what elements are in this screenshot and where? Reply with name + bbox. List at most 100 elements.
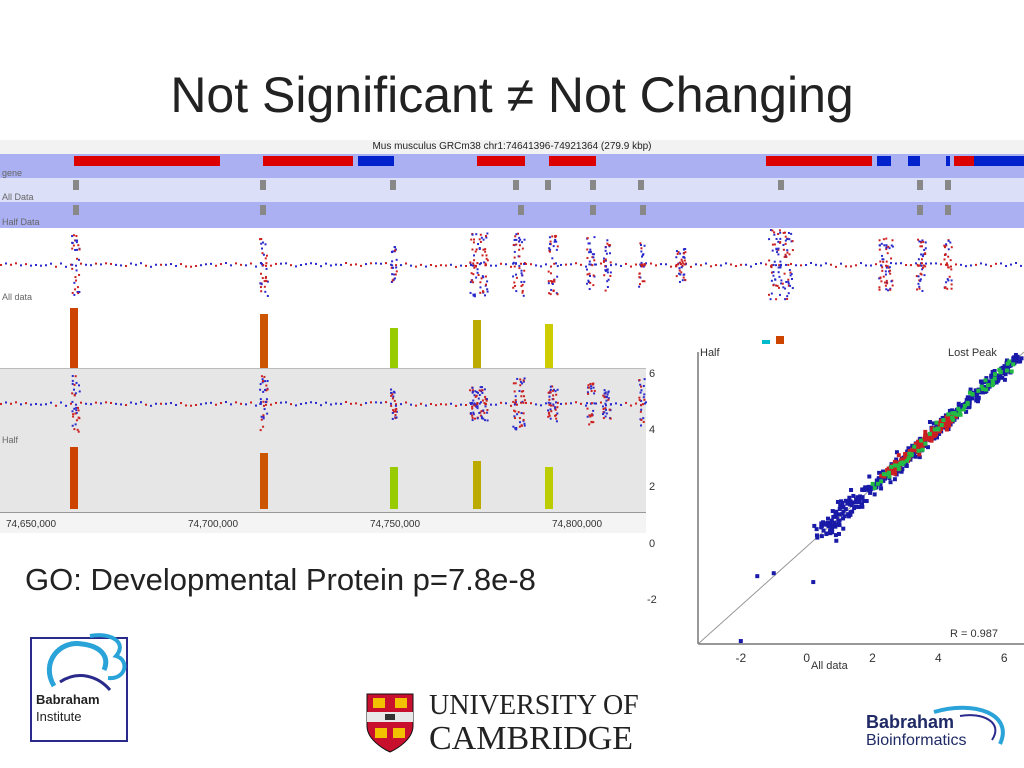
gene-block[interactable] xyxy=(549,156,596,166)
peak-marker[interactable] xyxy=(73,205,79,215)
read-mark xyxy=(476,271,479,274)
gene-track[interactable]: gene xyxy=(0,154,1024,178)
read-mark xyxy=(550,410,553,413)
half-data-track[interactable]: Half Data xyxy=(0,202,1024,228)
read-mark xyxy=(391,279,394,282)
read-mark xyxy=(880,242,883,245)
read-mark xyxy=(481,275,484,278)
peak-marker[interactable] xyxy=(590,205,596,215)
read-mark xyxy=(250,262,252,265)
read-mark xyxy=(80,262,82,265)
peak-marker[interactable] xyxy=(917,205,923,215)
read-mark xyxy=(786,238,789,241)
read-mark xyxy=(772,263,775,266)
peak-marker[interactable] xyxy=(260,180,266,190)
read-mark xyxy=(518,421,521,424)
read-mark xyxy=(390,402,392,405)
read-mark xyxy=(521,291,524,294)
scatter-point xyxy=(950,411,955,416)
read-mark xyxy=(590,421,593,424)
scatter-point xyxy=(833,533,838,538)
gene-block[interactable] xyxy=(263,156,353,166)
read-mark xyxy=(262,400,265,403)
read-mark xyxy=(586,415,589,418)
read-mark xyxy=(480,417,483,420)
peak-marker[interactable] xyxy=(945,205,951,215)
read-mark xyxy=(887,266,890,269)
read-mark xyxy=(655,264,657,267)
read-mark xyxy=(590,390,593,393)
read-mark xyxy=(72,234,75,237)
read-mark xyxy=(71,400,74,403)
peak-marker[interactable] xyxy=(640,205,646,215)
read-mark xyxy=(512,400,515,403)
read-mark xyxy=(888,247,891,250)
read-mark xyxy=(76,257,79,260)
read-mark xyxy=(884,284,887,287)
read-mark xyxy=(777,266,780,269)
read-mark xyxy=(675,256,678,259)
all-data-track[interactable]: All Data xyxy=(0,178,1024,202)
read-mark xyxy=(125,404,127,407)
gene-block[interactable] xyxy=(74,156,220,166)
read-mark xyxy=(548,247,551,250)
peak-marker[interactable] xyxy=(917,180,923,190)
peak-marker[interactable] xyxy=(945,180,951,190)
scatter-point xyxy=(937,431,942,436)
peak-marker[interactable] xyxy=(390,180,396,190)
read-mark xyxy=(265,254,268,257)
read-mark xyxy=(918,240,921,243)
read-mark xyxy=(606,271,609,274)
read-mark xyxy=(75,248,78,251)
babraham-bioinformatics-name: Babraham xyxy=(866,712,955,732)
read-mark xyxy=(791,249,794,252)
read-mark xyxy=(150,404,152,407)
gene-block[interactable] xyxy=(358,156,394,166)
read-mark xyxy=(591,256,594,259)
peak-marker[interactable] xyxy=(518,205,524,215)
read-mark xyxy=(555,248,558,251)
read-mark xyxy=(470,403,472,406)
read-mark xyxy=(850,265,852,268)
peak-marker[interactable] xyxy=(545,180,551,190)
read-mark xyxy=(641,265,644,268)
scatter-point xyxy=(901,460,906,465)
peak-marker[interactable] xyxy=(513,180,519,190)
gene-block[interactable] xyxy=(974,156,1024,166)
read-mark xyxy=(65,265,67,268)
read-mark xyxy=(635,263,637,266)
gene-block[interactable] xyxy=(946,156,950,166)
scatter-point xyxy=(831,514,836,519)
read-mark xyxy=(479,414,482,417)
read-mark xyxy=(460,403,462,406)
read-mark xyxy=(771,243,774,246)
read-mark xyxy=(586,282,589,285)
gene-block[interactable] xyxy=(877,156,891,166)
read-mark xyxy=(604,402,607,405)
read-mark xyxy=(516,377,519,380)
gene-block[interactable] xyxy=(766,156,872,166)
read-mark xyxy=(70,263,72,266)
scatter-point xyxy=(888,468,893,473)
peak-marker[interactable] xyxy=(590,180,596,190)
read-mark xyxy=(765,263,767,266)
read-mark xyxy=(473,254,476,257)
peak-marker[interactable] xyxy=(73,180,79,190)
read-mark xyxy=(589,248,592,251)
read-mark xyxy=(642,384,645,387)
read-mark xyxy=(638,276,641,279)
gene-block[interactable] xyxy=(954,156,974,166)
read-mark xyxy=(320,265,322,268)
peak-marker[interactable] xyxy=(260,205,266,215)
read-mark xyxy=(330,403,332,406)
read-mark xyxy=(593,275,596,278)
read-mark xyxy=(210,401,212,404)
read-mark xyxy=(260,283,263,286)
peak-marker[interactable] xyxy=(778,180,784,190)
peak-marker[interactable] xyxy=(638,180,644,190)
gene-block[interactable] xyxy=(477,156,525,166)
read-mark xyxy=(78,417,81,420)
gene-block[interactable] xyxy=(908,156,920,166)
read-mark xyxy=(620,264,622,267)
read-mark xyxy=(475,276,478,279)
